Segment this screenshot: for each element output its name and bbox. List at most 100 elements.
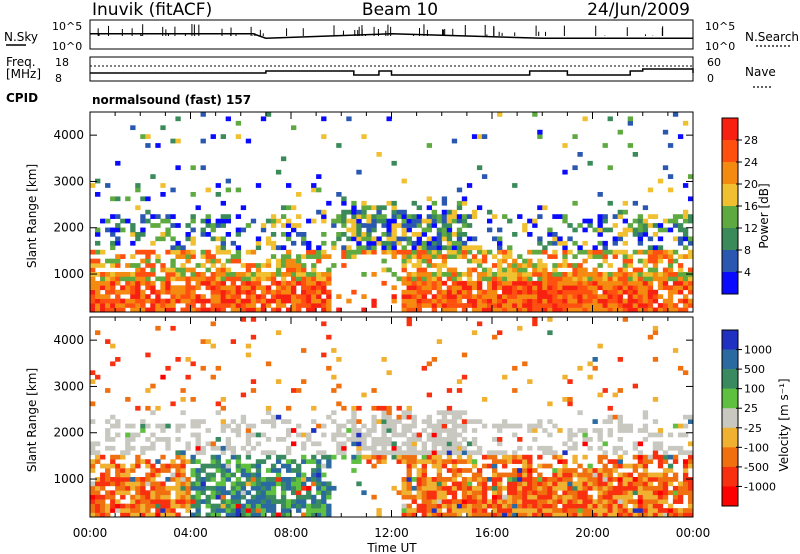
heatmap-cell [280, 419, 287, 424]
heatmap-cell [260, 485, 267, 491]
heatmap-cell [471, 298, 478, 304]
heatmap-cell [592, 289, 598, 295]
heatmap-cell [642, 437, 649, 442]
heatmap-cell [441, 463, 448, 469]
heatmap-cell [170, 258, 176, 264]
heatmap-cell [285, 254, 292, 259]
heatmap-cell [431, 423, 438, 429]
heatmap-cell [502, 272, 508, 277]
heatmap-cell [456, 200, 463, 206]
heatmap-cell [220, 280, 226, 286]
heatmap-cell [326, 334, 332, 340]
heatmap-cell [411, 485, 417, 491]
heatmap-cell [512, 508, 518, 513]
heatmap-cell [135, 503, 141, 509]
heatmap-cell [341, 450, 347, 456]
heatmap-cell [597, 490, 603, 496]
heatmap-cell [361, 245, 367, 251]
heatmap-cell [577, 512, 583, 518]
heatmap-cell [401, 503, 407, 509]
heatmap-cell [582, 512, 588, 518]
heatmap-cell [627, 263, 634, 268]
heatmap-cell [265, 454, 272, 460]
heatmap-cell [311, 272, 317, 277]
heatmap-cell [371, 419, 377, 424]
heatmap-cell [522, 223, 528, 228]
heatmap-cell [431, 477, 438, 482]
heatmap-cell [291, 477, 297, 482]
heatmap-cell [537, 205, 543, 211]
heatmap-cell [592, 294, 598, 299]
heatmap-cell [406, 472, 412, 478]
heatmap-cell [667, 463, 674, 469]
heatmap-cell [381, 423, 387, 429]
heatmap-cell [115, 276, 121, 282]
heatmap-cell [592, 276, 598, 282]
heatmap-cell [351, 218, 357, 224]
heatmap-cell [326, 463, 332, 469]
heatmap-cell [637, 294, 644, 299]
heatmap-cell [160, 508, 166, 513]
heatmap-cell [617, 285, 623, 291]
heatmap-cell [185, 490, 191, 496]
heatmap-cell [652, 472, 659, 478]
heatmap-cell [527, 481, 533, 487]
heatmap-cell [421, 365, 427, 371]
heatmap-cell [311, 459, 317, 464]
heatmap-cell [537, 298, 543, 304]
heatmap-cell [647, 303, 654, 308]
heatmap-cell [210, 223, 216, 228]
heatmap-cell [100, 272, 106, 277]
heatmap-cell [502, 285, 508, 291]
heatmap-cell [351, 414, 357, 420]
heatmap-cell [602, 227, 608, 233]
heatmap-cell [275, 272, 282, 277]
colorbar-swatch [722, 388, 738, 409]
heatmap-cell [672, 303, 679, 308]
heatmap-cell [190, 249, 196, 255]
nave-tick-bottom: 0 [707, 72, 714, 85]
heatmap-cell [667, 249, 674, 255]
heatmap-cell [682, 472, 689, 478]
heatmap-cell [421, 472, 427, 478]
heatmap-cell [687, 512, 694, 518]
heatmap-cell [476, 263, 483, 268]
heatmap-cell [517, 437, 523, 442]
heatmap-cell [527, 307, 533, 313]
heatmap-cell [687, 303, 694, 308]
heatmap-cell [481, 477, 488, 482]
heatmap-cell [291, 388, 297, 393]
heatmap-cell [456, 232, 463, 237]
heatmap-cell [285, 223, 292, 228]
heatmap-cell [391, 200, 397, 206]
heatmap-cell [637, 267, 644, 273]
heatmap-cell [371, 423, 377, 429]
heatmap-cell [426, 454, 433, 460]
heatmap-cell [180, 410, 186, 416]
heatmap-cell [416, 307, 422, 313]
heatmap-cell [627, 120, 634, 126]
heatmap-cell [497, 437, 503, 442]
heatmap-cell [326, 307, 332, 313]
heatmap-cell [456, 240, 463, 246]
heatmap-cell [376, 450, 382, 456]
heatmap-cell [677, 254, 684, 259]
heatmap-cell [150, 512, 156, 518]
heatmap-cell [351, 254, 357, 259]
heatmap-cell [401, 209, 407, 215]
heatmap-cell [617, 236, 623, 242]
heatmap-cell [145, 352, 151, 358]
heatmap-cell [376, 209, 382, 215]
heatmap-cell [285, 232, 292, 237]
heatmap-cell [657, 249, 664, 255]
colorbar-tick-label: 25 [744, 402, 758, 415]
heatmap-cell [657, 294, 664, 299]
heatmap-cell [607, 285, 613, 291]
heatmap-cell [140, 508, 146, 513]
heatmap-cell [356, 437, 362, 442]
heatmap-cell [195, 272, 201, 277]
heatmap-cell [557, 428, 563, 433]
heatmap-cell [622, 477, 628, 482]
heatmap-cell [155, 503, 161, 509]
heatmap-cell [627, 508, 634, 513]
